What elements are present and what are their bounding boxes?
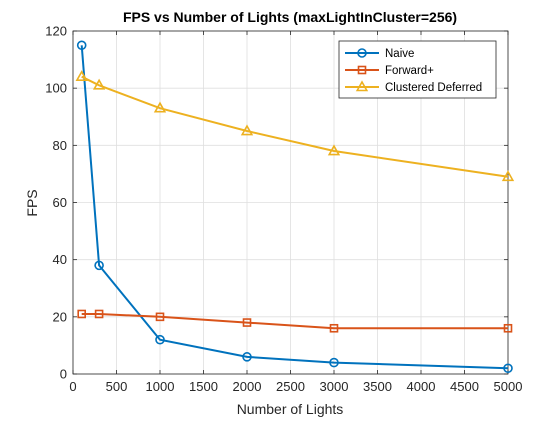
x-tick-label: 2000 [233,379,262,394]
data-point-naive [94,260,104,271]
x-tick-label: 1500 [189,379,218,394]
y-tick-label: 0 [60,367,67,382]
y-tick-label: 60 [53,195,67,210]
y-tick-label: 40 [53,252,67,267]
x-tick-label: 1000 [146,379,175,394]
x-axis-label: Number of Lights [237,401,344,417]
series-line-naive [80,45,509,370]
data-point-forward [242,318,252,327]
data-point-clustered-deferred [501,170,515,182]
data-point-naive [503,363,513,374]
y-tick-label: 20 [53,309,67,324]
y-axis-label: FPS [24,189,40,216]
data-point-clustered-deferred [75,70,88,82]
x-tick-label: 4000 [407,379,436,394]
data-point-clustered-deferred [92,78,106,90]
y-tick-label: 120 [45,24,67,39]
chart-title: FPS vs Number of Lights (maxLightInClust… [123,9,457,25]
series-forward [77,309,513,333]
data-point-forward [155,312,165,322]
data-point-forward [77,309,86,319]
series-clustered-deferred [75,70,515,182]
legend-item-naive: Naive [345,48,414,60]
data-point-forward [503,323,513,333]
legend: Naive Forward+ Clustered Deferred [338,40,497,99]
data-point-clustered-deferred [327,144,341,156]
data-point-forward [329,323,339,333]
x-tick-label: 3000 [320,379,349,394]
x-tick-label: 0 [69,379,76,394]
x-tick-label: 4500 [450,379,479,394]
data-point-naive [155,334,165,345]
x-tick-label: 3500 [363,379,392,394]
legend-marker-forward [357,65,367,75]
legend-label-naive: Naive [385,48,414,60]
x-tick-label: 500 [106,379,128,394]
data-point-clustered-deferred [240,124,254,136]
y-tick-label: 80 [53,138,67,153]
axes: 0 500 1000 1500 2000 2500 3000 3500 4000 4500 5000… [45,24,522,395]
x-tick-label: 5000 [494,379,523,394]
data-point-forward [94,309,104,319]
series-layer [75,40,515,374]
data-point-naive [329,357,339,368]
legend-label-forward: Forward+ [385,65,434,77]
legend-item-forward: Forward+ [345,65,434,77]
legend-marker-naive [357,48,367,58]
data-point-clustered-deferred [153,101,167,113]
legend-item-clustered-deferred: Clustered Deferred [345,80,482,94]
data-point-naive [76,40,87,51]
series-naive [76,40,513,374]
legend-label-clustered-deferred: Clustered Deferred [385,82,482,94]
x-tick-label: 2500 [276,379,305,394]
data-point-naive [242,352,252,362]
y-tick-label: 100 [45,81,67,96]
legend-marker-clustered-deferred [355,80,369,92]
